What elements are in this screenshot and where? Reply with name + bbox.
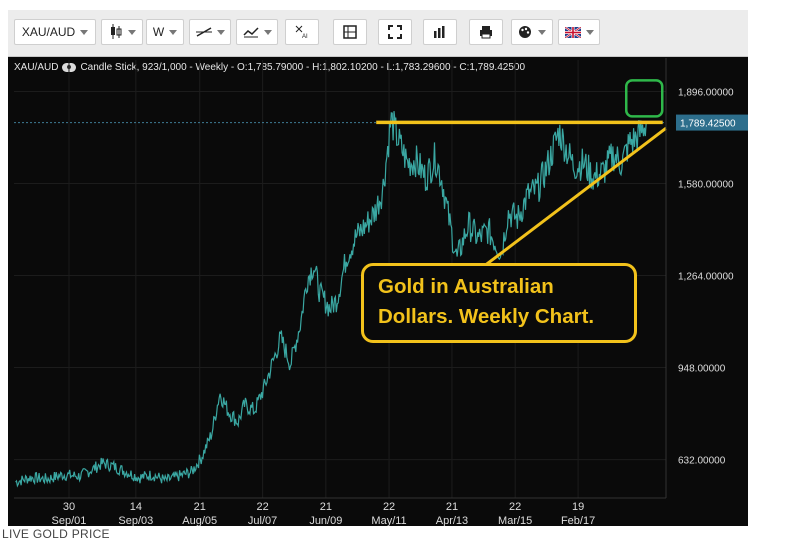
chevron-down-icon xyxy=(538,29,546,35)
chevron-down-icon xyxy=(216,29,225,35)
chevron-down-icon xyxy=(263,29,272,35)
x-tick-day: 22 xyxy=(509,501,521,513)
chart-type-button[interactable] xyxy=(101,19,143,45)
x-tick-day: 21 xyxy=(320,501,332,513)
last-price-label: 1,789.42500 xyxy=(680,119,736,130)
y-tick-label: 632.00000 xyxy=(678,456,726,467)
x-tick-day: 19 xyxy=(572,501,584,513)
y-tick-label: 948.00000 xyxy=(678,364,726,375)
annotation-line-2: Dollars. Weekly Chart. xyxy=(378,305,595,328)
caption: LIVE GOLD PRICE xyxy=(2,527,110,541)
fullscreen-button[interactable] xyxy=(378,19,412,45)
palette-icon xyxy=(519,26,531,38)
layout-button[interactable] xyxy=(333,19,367,45)
info-symbol: XAU/AUD xyxy=(14,61,59,73)
print-icon xyxy=(480,26,492,39)
x-tick-day: 21 xyxy=(446,501,458,513)
chevron-down-icon xyxy=(585,29,594,35)
x-tick-label: Jul/07 xyxy=(248,515,277,526)
x-tick-label: Jun/09 xyxy=(309,515,342,526)
x-tick-day: 30 xyxy=(63,501,75,513)
y-tick-label: 1,264.00000 xyxy=(678,272,734,283)
y-tick-label: 1,896.00000 xyxy=(678,88,734,99)
fullscreen-icon xyxy=(388,25,402,39)
x-tick-day: 21 xyxy=(194,501,206,513)
draw-line-icon xyxy=(195,27,212,37)
draw-tools-button[interactable] xyxy=(189,19,231,45)
y-tick-label: 1,580.00000 xyxy=(678,180,734,191)
toolbar: XAU/AUD W AI xyxy=(8,10,748,57)
x-tick-label: Apr/13 xyxy=(436,515,468,526)
x-tick-label: Sep/03 xyxy=(118,515,153,526)
trend-lines xyxy=(14,79,667,270)
x-tick-label: Aug/05 xyxy=(182,515,217,526)
layout-icon xyxy=(343,25,357,39)
info-details: Candle Stick, 923/1,000 - Weekly - O:1,7… xyxy=(80,61,526,73)
ai-tools-icon: AI xyxy=(295,25,308,39)
candlestick-chart-icon xyxy=(110,24,121,39)
price-chart: 1,896.00000 1,580.00000 1,264.00000 948.000… xyxy=(14,58,748,526)
axes: 1,896.00000 1,580.00000 1,264.00000 948.000… xyxy=(14,58,748,526)
print-button[interactable] xyxy=(469,19,503,45)
bar-chart-icon xyxy=(434,26,445,38)
x-tick-label: Sep/01 xyxy=(52,515,87,526)
price-line xyxy=(15,111,647,488)
indicators-button[interactable] xyxy=(236,19,278,45)
x-tick-label: Feb/17 xyxy=(561,515,595,526)
indicator-icon xyxy=(242,27,259,38)
volume-button[interactable] xyxy=(423,19,457,45)
annotation-box: Gold in Australian Dollars. Weekly Chart… xyxy=(361,263,637,343)
support-trend-line xyxy=(480,127,667,270)
chevron-down-icon xyxy=(80,29,89,35)
x-tick-day: 22 xyxy=(256,501,268,513)
chevron-down-icon xyxy=(127,29,136,35)
x-tick-label: May/11 xyxy=(371,515,406,526)
symbol-select[interactable]: XAU/AUD xyxy=(14,19,96,45)
last-price-tag: 1,789.42500 xyxy=(676,114,748,131)
price-series xyxy=(15,111,647,488)
chevron-down-icon xyxy=(169,29,178,35)
svg-text:AI: AI xyxy=(302,34,308,39)
language-select[interactable] xyxy=(558,19,600,45)
x-tick-day: 22 xyxy=(383,501,395,513)
x-tick-label: Mar/15 xyxy=(498,515,532,526)
chart-frame: XAU/AUD W AI xyxy=(8,10,748,526)
uk-flag-icon xyxy=(564,26,581,38)
highlight-box xyxy=(624,79,664,118)
interval-label: W xyxy=(152,25,165,39)
last-price-tag-bg xyxy=(676,114,748,131)
x-tick-day: 14 xyxy=(130,501,142,513)
interval-select[interactable]: W xyxy=(146,19,184,45)
symbol-label: XAU/AUD xyxy=(21,25,76,39)
ai-tools-button[interactable]: AI xyxy=(285,19,319,45)
annotation-line-1: Gold in Australian xyxy=(378,275,554,298)
theme-button[interactable] xyxy=(511,19,553,45)
